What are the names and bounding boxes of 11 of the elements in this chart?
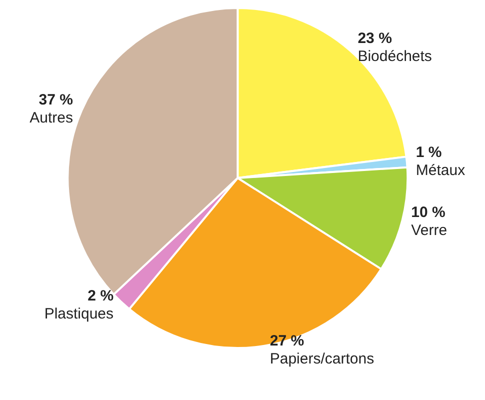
slice-label: Plastiques — [44, 305, 114, 322]
data-label: 37 % — [38, 91, 73, 108]
data-label: 1 % — [416, 144, 442, 162]
slice-label: Métaux — [416, 162, 466, 180]
slice-label: Papiers/cartons — [270, 350, 374, 368]
data-label: 2 % — [88, 287, 114, 304]
data-label: 23 % — [358, 30, 392, 47]
slice-label: Autres — [30, 109, 73, 126]
data-label: 10 % — [411, 204, 446, 221]
slice-label: Biodéchets — [358, 48, 432, 65]
slice-label: Verre — [411, 222, 448, 239]
